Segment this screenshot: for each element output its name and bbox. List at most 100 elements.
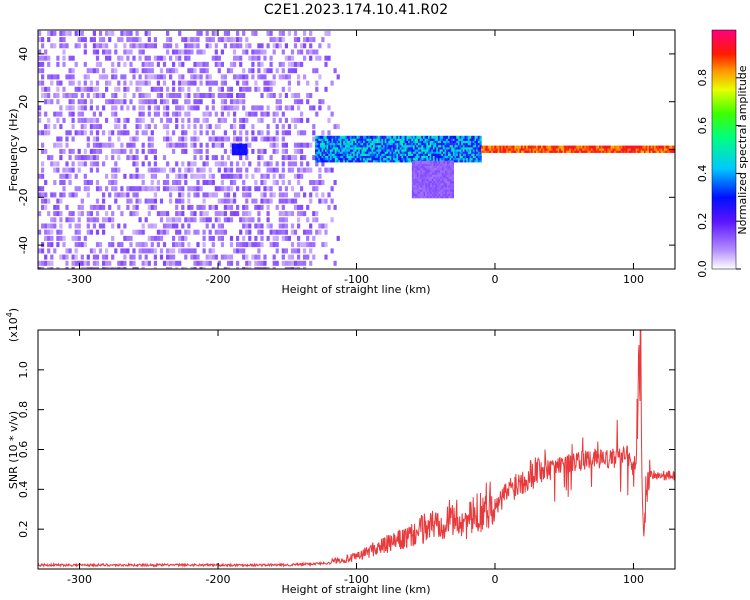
heatmap-cell <box>193 74 197 80</box>
heatmap-cell <box>71 217 75 223</box>
heatmap-cell <box>328 153 331 156</box>
heatmap-cell <box>123 130 127 136</box>
heatmap-cell <box>242 242 246 248</box>
heatmap-cell <box>592 145 595 149</box>
heatmap-cell <box>111 217 115 223</box>
heatmap-cell <box>138 186 142 192</box>
heatmap-cell <box>193 155 197 161</box>
heatmap-cell <box>398 157 401 161</box>
heatmap-cell <box>359 150 362 154</box>
heatmap-cell <box>89 267 93 269</box>
heatmap-cell <box>462 144 466 148</box>
spectrogram-heatmap <box>38 30 675 269</box>
heatmap-cell <box>74 260 78 266</box>
heatmap-cell <box>56 229 60 235</box>
heatmap-cell <box>260 111 264 117</box>
heatmap-cell <box>448 184 451 188</box>
heatmap-cell <box>331 157 334 161</box>
heatmap-cell <box>602 149 605 153</box>
heatmap-cell <box>178 186 182 192</box>
heatmap-cell <box>269 30 273 36</box>
heatmap-cell <box>223 198 227 204</box>
heatmap-cell <box>374 146 377 150</box>
heatmap-cell <box>430 160 433 164</box>
heatmap-cell <box>464 148 467 152</box>
heatmap-cell <box>356 140 359 144</box>
heatmap-cell <box>275 248 279 254</box>
heatmap-cell <box>135 186 139 192</box>
heatmap-cell <box>425 186 428 190</box>
heatmap-cell <box>406 157 409 161</box>
heatmap-cell <box>421 182 425 186</box>
heatmap-cell <box>47 86 51 92</box>
heatmap-cell <box>89 99 93 105</box>
heatmap-cell <box>318 223 322 229</box>
heatmap-cell <box>53 217 57 223</box>
heatmap-cell <box>597 145 600 149</box>
heatmap-cell <box>416 186 420 190</box>
heatmap-cell <box>132 37 136 43</box>
heatmap-cell <box>111 68 115 74</box>
heatmap-cell <box>269 186 273 192</box>
heatmap-cell <box>254 254 258 260</box>
y-tick-label: -40 <box>17 236 30 254</box>
heatmap-cell <box>426 148 429 152</box>
heatmap-cell <box>187 124 191 130</box>
heatmap-cell <box>428 157 431 161</box>
heatmap-cell <box>263 74 267 80</box>
heatmap-cell <box>199 68 203 74</box>
heatmap-cell <box>92 111 96 117</box>
heatmap-cell <box>260 43 264 49</box>
heatmap-cell <box>68 55 72 61</box>
heatmap-cell <box>248 86 252 92</box>
heatmap-cell <box>44 86 48 92</box>
heatmap-cell <box>341 142 344 146</box>
heatmap-cell <box>156 235 160 241</box>
heatmap-cell <box>464 159 467 163</box>
heatmap-cell <box>59 235 63 241</box>
heatmap-cell <box>281 260 285 266</box>
heatmap-cell <box>624 149 627 153</box>
heatmap-cell <box>83 49 87 55</box>
heatmap-cell <box>220 142 224 148</box>
heatmap-cell <box>665 149 668 153</box>
heatmap-cell <box>536 145 539 149</box>
heatmap-cell <box>144 260 148 266</box>
heatmap-cell <box>312 105 316 111</box>
heatmap-cell <box>437 150 441 154</box>
heatmap-cell <box>105 74 109 80</box>
heatmap-cell <box>281 74 285 80</box>
heatmap-cell <box>175 217 179 223</box>
heatmap-cell <box>233 37 237 43</box>
heatmap-cell <box>80 105 84 111</box>
heatmap-cell <box>331 146 334 150</box>
heatmap-cell <box>257 242 261 248</box>
heatmap-cell <box>278 198 282 204</box>
heatmap-cell <box>413 150 416 154</box>
heatmap-cell <box>336 155 339 159</box>
heatmap-cell <box>68 93 72 98</box>
heatmap-cell <box>333 204 337 210</box>
heatmap-cell <box>105 267 109 269</box>
heatmap-cell <box>343 150 346 154</box>
heatmap-cell <box>187 68 191 74</box>
heatmap-cell <box>415 186 418 190</box>
heatmap-cell <box>590 145 593 149</box>
heatmap-cell <box>132 74 136 80</box>
heatmap-cell <box>413 173 416 177</box>
heatmap-cell <box>138 37 142 43</box>
heatmap-cell <box>187 198 191 204</box>
heatmap-cell <box>418 195 421 199</box>
heatmap-cell <box>338 155 341 159</box>
heatmap-cell <box>440 167 443 171</box>
heatmap-cell <box>153 235 157 241</box>
heatmap-cell <box>316 150 319 154</box>
heatmap-cell <box>396 159 399 163</box>
heatmap-cell <box>391 157 394 161</box>
heatmap-cell <box>346 153 349 156</box>
heatmap-cell <box>306 204 310 210</box>
heatmap-cell <box>74 186 78 192</box>
heatmap-cell <box>214 254 218 260</box>
heatmap-cell <box>293 124 298 130</box>
heatmap-cell <box>356 155 359 159</box>
